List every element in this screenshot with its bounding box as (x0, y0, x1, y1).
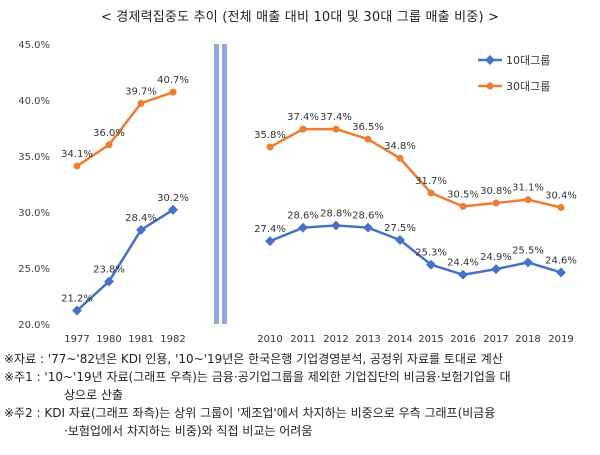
data-label: 25.3% (415, 248, 447, 259)
panel-divider (214, 44, 227, 324)
x-tick-label: 2012 (323, 334, 348, 345)
series-10-point (395, 235, 405, 245)
series-30-point (427, 189, 435, 197)
series-10-point (168, 204, 178, 215)
series-30-point (396, 154, 404, 162)
x-tick-label: 2013 (355, 334, 380, 345)
legend-10-marker (485, 55, 495, 65)
data-label: 24.4% (447, 258, 479, 269)
data-label: 23.8% (93, 264, 125, 275)
series-30-point (137, 99, 145, 107)
series-10-point (523, 257, 533, 268)
series-10-point (298, 222, 308, 233)
series-30-point (299, 125, 307, 133)
series-10-point (426, 259, 436, 270)
data-label: 28.8% (320, 208, 352, 219)
data-label: 36.0% (93, 128, 125, 139)
series-30-point (459, 202, 467, 210)
x-tick-label: 2010 (257, 334, 282, 345)
data-label: 30.5% (447, 189, 479, 200)
x-tick-label: 1981 (128, 334, 153, 345)
series-30-point (169, 88, 177, 96)
data-label: 24.9% (480, 252, 512, 263)
data-label: 35.8% (254, 130, 286, 141)
data-label: 30.2% (157, 193, 189, 204)
x-tick-label: 2019 (548, 334, 573, 345)
legend: 10대그룹 30대그룹 (478, 54, 550, 93)
data-label: 40.7% (157, 75, 189, 86)
legend-30-label: 30대그룹 (506, 80, 550, 93)
x-tick-label: 2011 (290, 334, 315, 345)
data-label: 25.5% (512, 245, 544, 256)
series-10-point (363, 222, 373, 233)
y-tick-label: 45.0% (18, 40, 50, 51)
series-10-point (458, 269, 468, 280)
x-tick-label: 1982 (160, 334, 185, 345)
divider-bar (214, 44, 219, 324)
x-tick-label: 1980 (96, 334, 121, 345)
series-10-line (269, 224, 562, 276)
legend-10-label: 10대그룹 (506, 54, 550, 67)
series-30-point (266, 143, 274, 151)
y-tick-label: 40.0% (18, 96, 50, 107)
series-30-point (105, 141, 113, 149)
data-label: 28.4% (125, 213, 157, 224)
divider-bar (222, 44, 227, 324)
y-axis: 20.0% 25.0% 30.0% 35.0% 40.0% 45.0% (18, 40, 50, 331)
data-label: 27.4% (254, 224, 286, 235)
data-label: 39.7% (125, 86, 157, 97)
data-label: 30.4% (545, 191, 577, 202)
series-10-point (136, 224, 146, 235)
data-label: 28.6% (287, 211, 319, 222)
x-tick-label: 2018 (515, 334, 540, 345)
series-30-point (73, 162, 81, 170)
series-30-line (269, 127, 562, 209)
series-30-line (76, 90, 174, 168)
data-label: 21.2% (61, 294, 93, 305)
y-tick-label: 25.0% (18, 264, 50, 275)
series-10-point (331, 220, 341, 231)
data-label: 31.1% (512, 183, 544, 194)
x-tick-label: 2016 (450, 334, 475, 345)
data-label: 28.6% (352, 211, 384, 222)
chart-title: < 경제력집중도 추이 (전체 매출 대비 10대 및 30대 그룹 매출 비중… (100, 10, 500, 25)
note-1-continued: 상으로 산출 (64, 388, 124, 402)
series-10-point (556, 267, 566, 278)
series-10-point (265, 236, 275, 247)
data-label: 34.1% (61, 149, 93, 160)
series-30-point (524, 196, 532, 204)
note-1: ※주1 : '10~'19년 자료(그래프 우측)는 금융·공기업그룹을 제외한… (4, 370, 511, 384)
footnotes: ※자료 : '77~'82년은 KDI 인용, '10~'19년은 한국은행 기… (4, 350, 596, 440)
data-label: 31.7% (415, 176, 447, 187)
data-label: 37.4% (287, 112, 319, 123)
x-axis: 1977 1980 1981 1982 2010 2011 2012 2013 2014 2015… (64, 334, 573, 345)
series-30-point (364, 135, 372, 143)
data-labels: 34.1%36.0% 39.7%40.7% 21.2% 23.8% 28.4%30.2%… (61, 75, 577, 304)
legend-30-marker (486, 82, 494, 90)
x-tick-label: 2017 (483, 334, 508, 345)
note-2-continued: ·보험업에서 차지하는 비중)와 직접 비교는 어려움 (64, 424, 313, 438)
series-30-point (557, 204, 565, 212)
series-10-point (491, 264, 501, 275)
series-30-point (332, 125, 340, 133)
y-tick-label: 30.0% (18, 208, 50, 219)
x-tick-label: 2015 (418, 334, 443, 345)
series-30-point (492, 199, 500, 207)
x-tick-label: 2014 (387, 334, 412, 345)
y-tick-label: 20.0% (18, 320, 50, 331)
note-2: ※주2 : KDI 자료(그래프 좌측)는 상위 그룹이 '제조업'에서 차지하… (4, 406, 496, 420)
data-label: 27.5% (384, 223, 416, 234)
y-tick-label: 35.0% (18, 152, 50, 163)
note-source: ※자료 : '77~'82년은 KDI 인용, '10~'19년은 한국은행 기… (4, 352, 503, 366)
series-layer (72, 88, 566, 316)
data-label: 36.5% (352, 122, 384, 133)
series-10-line (76, 208, 174, 312)
data-label: 37.4% (320, 112, 352, 123)
data-label: 30.8% (480, 186, 512, 197)
line-chart: 20.0% 25.0% 30.0% 35.0% 40.0% 45.0% 34.1%36.0… (18, 40, 577, 345)
data-label: 34.8% (384, 141, 416, 152)
x-tick-label: 1977 (64, 334, 89, 345)
data-label: 24.6% (545, 255, 577, 266)
